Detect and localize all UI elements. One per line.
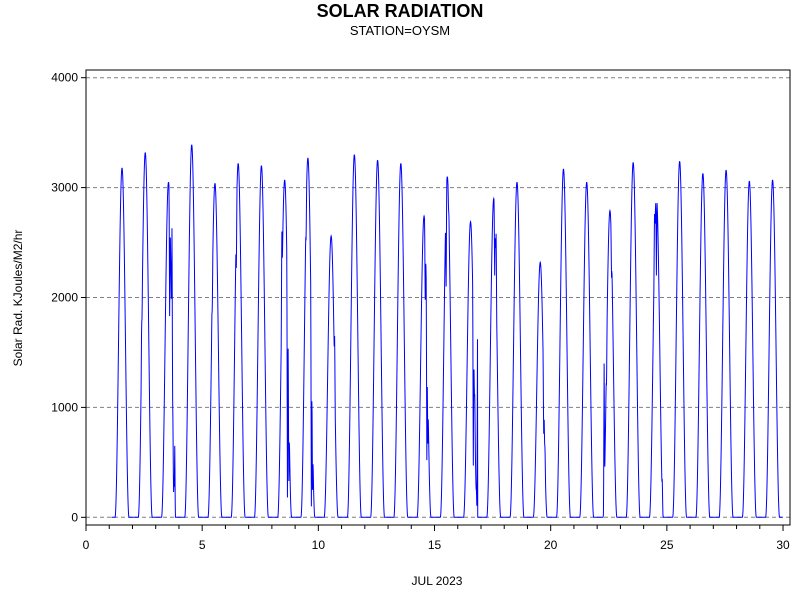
x-tick-label: 25 bbox=[660, 538, 674, 552]
x-tick-label: 0 bbox=[83, 538, 90, 552]
x-tick-label: 30 bbox=[776, 538, 790, 552]
chart-title: SOLAR RADIATION bbox=[317, 1, 484, 21]
x-tick-label: 15 bbox=[428, 538, 442, 552]
y-tick-label: 4000 bbox=[51, 71, 78, 85]
x-axis: 0 5 10 15 20 25 30 bbox=[83, 525, 790, 552]
y-axis: 0 1000 2000 3000 4000 bbox=[51, 71, 86, 524]
y-tick-label: 1000 bbox=[51, 400, 78, 414]
x-tick-label: 5 bbox=[199, 538, 206, 552]
y-axis-label: Solar Rad. KJoules/M2/hr bbox=[11, 230, 25, 367]
y-tick-label: 0 bbox=[71, 510, 78, 524]
y-tick-label: 2000 bbox=[51, 291, 78, 305]
x-tick-label: 10 bbox=[312, 538, 326, 552]
x-axis-label: JUL 2023 bbox=[412, 574, 463, 588]
chart-subtitle: STATION=OYSM bbox=[350, 23, 450, 38]
series-line bbox=[111, 144, 783, 518]
y-tick-label: 3000 bbox=[51, 181, 78, 195]
x-tick-label: 20 bbox=[544, 538, 558, 552]
